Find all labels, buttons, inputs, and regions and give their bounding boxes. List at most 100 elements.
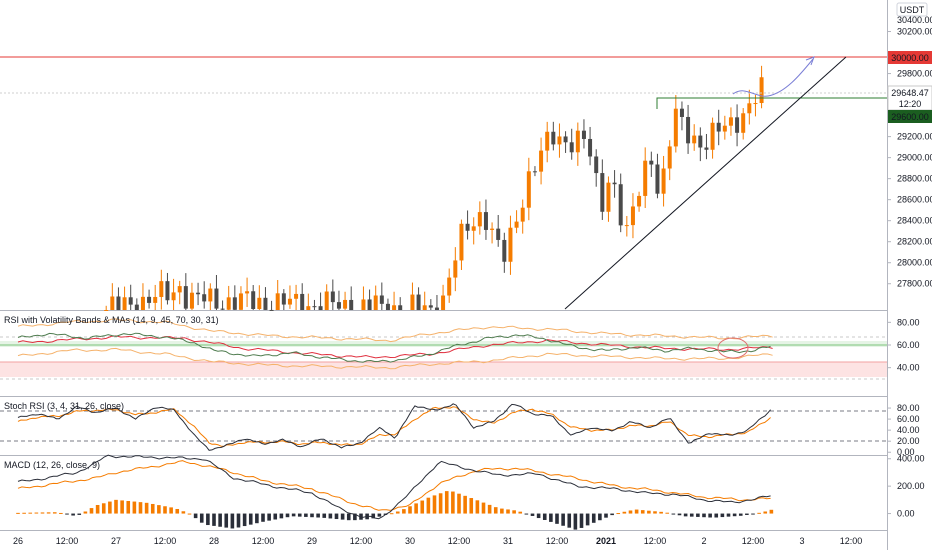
macd-histogram-bar — [720, 513, 725, 518]
macd-histogram-bar — [273, 513, 278, 520]
candle-body — [581, 130, 586, 139]
time-tick-label: 27 — [111, 536, 121, 546]
candle-body — [263, 297, 268, 310]
macd-histogram-bar — [683, 513, 688, 517]
macd-histogram-bar — [101, 503, 106, 514]
macd-histogram-bar — [610, 513, 614, 516]
candle-body — [753, 103, 758, 105]
candle-body — [606, 182, 611, 212]
rsi-ticks: 40.00 60.00 80.00 — [887, 317, 920, 373]
macd-histogram-bar — [328, 513, 333, 519]
candle-body — [140, 296, 145, 310]
axis-tick-label: 29200.00 — [897, 132, 932, 142]
axis-tick-label: 28200.00 — [897, 237, 932, 247]
candle-body — [410, 294, 415, 310]
axis-tick-label: 0.00 — [897, 447, 915, 457]
macd-histogram-bar — [353, 513, 357, 521]
time-tick-label: 3 — [799, 536, 804, 546]
macd-histogram-bar — [89, 508, 94, 514]
candle-body — [159, 281, 164, 297]
time-tick-label: 29 — [307, 536, 317, 546]
macd-histogram-bar — [549, 513, 553, 522]
candle-body — [588, 138, 593, 157]
macd-histogram-bar — [469, 498, 474, 514]
candle-body — [643, 160, 648, 196]
axis-tick-label: 400.00 — [897, 454, 925, 464]
macd-histogram-bar — [52, 512, 57, 514]
macd-histogram-bar — [763, 511, 768, 514]
macd-histogram-bar — [187, 513, 192, 515]
price-axis[interactable]: USDT 30400.00 27800.00 28000.00 28200.00 28… — [887, 2, 932, 519]
rsi-highlight-ellipse[interactable] — [717, 337, 749, 359]
candle-body — [532, 171, 537, 173]
macd-histogram-bar — [34, 512, 39, 514]
time-tick-label: 12:00 — [252, 536, 275, 546]
macd-histogram-bar — [224, 513, 229, 528]
macd-histogram-bar — [604, 513, 608, 518]
candle-body — [649, 160, 654, 165]
macd-histogram-bar — [169, 507, 173, 514]
macd-pane[interactable]: MACD (12, 26, close, 9) — [4, 454, 774, 530]
trendline[interactable] — [564, 56, 847, 310]
macd-histogram-bar — [628, 510, 633, 514]
macd-histogram-bar — [622, 511, 627, 514]
candle-body — [226, 297, 231, 310]
macd-histogram-bar — [261, 513, 265, 522]
candle-body — [306, 306, 311, 310]
candle-body — [661, 168, 666, 194]
price-pane[interactable] — [0, 56, 887, 311]
candle-body — [134, 304, 139, 310]
currency-badge[interactable] — [896, 2, 928, 17]
candle-body — [539, 150, 544, 172]
macd-histogram-bar — [696, 513, 700, 517]
macd-histogram-bar — [310, 513, 314, 518]
macd-histogram-bar — [438, 493, 443, 514]
candle-body — [300, 293, 305, 310]
macd-histogram-bar — [647, 510, 651, 514]
candle-body — [477, 212, 482, 227]
macd-histogram-bar — [677, 513, 682, 516]
candle-body — [183, 286, 188, 309]
candles — [104, 65, 764, 311]
candle-body — [189, 292, 194, 309]
macd-histogram-bar — [555, 513, 559, 524]
macd-histogram-bar — [512, 510, 516, 514]
macd-histogram-bar — [579, 513, 584, 528]
candle-body — [483, 212, 488, 230]
macd-histogram-bar — [475, 500, 480, 514]
macd-histogram-bar — [659, 511, 663, 514]
candle-body — [330, 291, 335, 303]
rsi-pane[interactable]: RSI with Volatility Bands & MAs (14, 9, … — [0, 315, 887, 380]
candle-body — [673, 108, 678, 147]
macd-histogram-bar — [714, 513, 719, 518]
axis-tick-label: 20.00 — [897, 436, 920, 446]
axis-tick-label: 200.00 — [897, 481, 925, 491]
candle-body — [220, 308, 225, 310]
candle-body — [110, 296, 115, 310]
rsi-title: RSI with Volatility Bands & MAs (14, 9, … — [4, 315, 219, 325]
macd-histogram-bar — [132, 501, 137, 514]
candle-body — [551, 131, 556, 145]
projection-arrow[interactable] — [732, 58, 814, 97]
candle-body — [251, 291, 256, 309]
countdown-label: 12:20 — [899, 99, 922, 109]
candle-body — [147, 296, 152, 303]
candle-body — [594, 156, 599, 174]
macd-histogram-bar — [518, 511, 523, 514]
stoch-rsi-pane[interactable]: Stoch RSI (3, 4, 31, 26, close) — [0, 401, 887, 451]
candle-body — [447, 277, 452, 296]
axis-tick-label: 40.00 — [897, 363, 920, 373]
macd-histogram-bar — [640, 510, 645, 514]
candle-body — [728, 117, 733, 126]
rsi-oversold-zone — [0, 362, 887, 377]
macd-histogram-bar — [402, 509, 406, 514]
macd-histogram-bar — [408, 506, 412, 514]
candle-body — [520, 207, 525, 222]
macd-histogram-bar — [199, 513, 204, 523]
support-box-line[interactable] — [656, 97, 887, 109]
axis-tick-label: 28600.00 — [897, 195, 932, 205]
macd-histogram-bar — [65, 513, 69, 515]
time-tick-label: 30 — [405, 536, 415, 546]
time-axis[interactable]: 26 12:00 27 12:00 28 12:00 29 12:00 30 12:00 31 12:… — [13, 536, 862, 546]
support-price-tag — [888, 110, 932, 123]
